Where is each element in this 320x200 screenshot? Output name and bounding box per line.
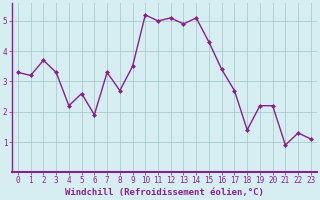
X-axis label: Windchill (Refroidissement éolien,°C): Windchill (Refroidissement éolien,°C) bbox=[65, 188, 264, 197]
